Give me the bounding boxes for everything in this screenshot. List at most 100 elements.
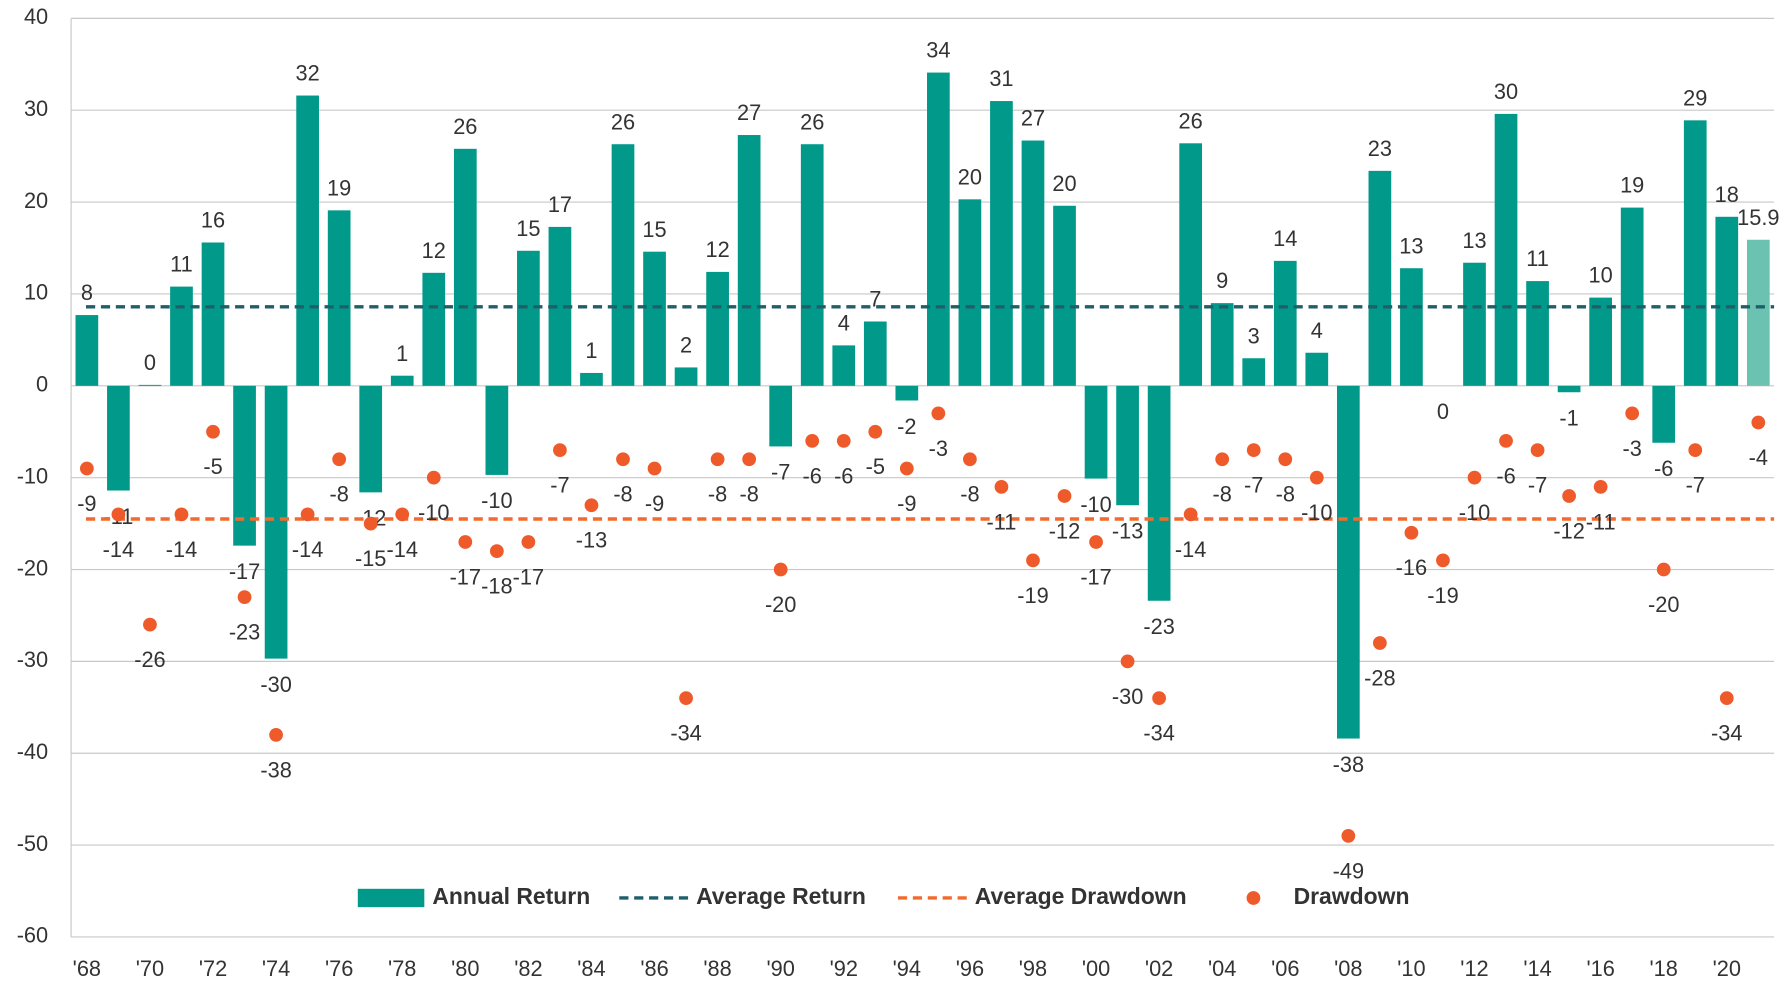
bar [958,199,982,386]
point-value-label: -17 [1080,564,1111,589]
bar-value-label: 13 [1462,228,1486,253]
bar [800,144,824,386]
drawdown-point [1373,636,1387,650]
bar-value-label: 12 [705,237,729,262]
bar [1084,385,1108,479]
bar [863,321,887,386]
point-value-label: -34 [670,721,701,746]
bar [201,242,225,386]
drawdown-point [647,461,662,476]
drawdown-point [553,443,567,457]
y-tick-label: -50 [17,831,48,856]
bar-value-label: 26 [453,114,477,139]
drawdown-point [1593,479,1608,494]
point-value-label: -28 [1364,665,1395,690]
bar-value-label: 16 [201,208,225,233]
bar [1620,207,1644,386]
x-tick-label: '82 [514,956,542,981]
drawdown-point [1089,535,1103,549]
x-tick-label: '68 [73,956,101,981]
bar [1746,239,1770,386]
bar [75,315,99,386]
y-tick-label: -10 [17,463,48,488]
point-value-label: -5 [866,454,885,479]
bar [327,210,351,386]
y-tick-label: 20 [24,188,48,213]
point-value-label: -7 [550,473,569,498]
drawdown-point [1278,452,1293,467]
drawdown-point [1467,470,1482,485]
point-value-label: -26 [134,647,165,672]
bar-value-label: 26 [800,109,824,134]
bar [453,148,477,386]
point-value-label: -4 [1749,445,1768,470]
drawdown-point [1499,434,1513,448]
bar-value-label: 15 [642,217,666,242]
drawdown-point [868,424,883,439]
drawdown-point [1656,562,1671,577]
point-value-label: -8 [1213,482,1232,507]
drawdown-point [489,544,504,559]
point-value-label: -13 [576,528,607,553]
bar-value-label: -2 [897,414,916,439]
point-value-label: -6 [803,463,822,488]
bar-value-label: 17 [548,192,572,217]
drawdown-point [237,590,252,604]
drawdown-point [1152,691,1167,706]
point-value-label: -9 [897,491,916,516]
point-value-label: -16 [1396,555,1427,580]
bar-value-label: 18 [1715,182,1739,207]
drawdown-point [395,507,410,522]
drawdown-point [206,424,220,439]
bar [737,135,761,386]
drawdown-point [1246,443,1261,457]
bar-value-label: -1 [1559,406,1578,431]
drawdown-point [773,562,788,577]
drawdown-point [1026,553,1040,568]
drawdown-point [742,452,757,467]
bar [485,385,509,475]
x-tick-label: '80 [451,956,479,981]
point-value-label: -14 [103,537,134,562]
bar [1715,216,1739,386]
point-value-label: -38 [260,757,291,782]
point-value-label: -9 [77,491,96,516]
point-value-label: -11 [987,509,1017,534]
drawdown-point [931,406,946,421]
bar [1400,268,1423,386]
drawdown-point [1309,470,1324,485]
bar [611,144,635,386]
x-tick-label: '06 [1271,956,1299,981]
point-value-label: -8 [739,482,758,507]
x-tick-label: '92 [830,956,858,981]
drawdown-point [79,461,94,476]
legend-label: Average Drawdown [975,883,1187,909]
bar [927,72,950,386]
x-tick-label: '86 [640,956,668,981]
bar [1242,358,1266,386]
bar-value-label: -23 [1143,614,1174,639]
point-value-label: -6 [834,463,853,488]
drawdown-point [899,461,914,476]
x-tick-label: '78 [388,956,416,981]
x-tick-label: '88 [703,956,731,981]
bar-value-label: 26 [611,109,635,134]
bar [1021,140,1045,386]
x-tick-label: '12 [1460,956,1488,981]
point-value-label: -8 [613,482,632,507]
bar [107,385,130,491]
bar-value-label: 15.9 [1737,205,1779,230]
bar [1305,352,1329,386]
bar-value-label: 12 [422,238,446,263]
bar-value-label: 1 [396,341,408,366]
bar-value-label: 8 [81,280,93,305]
drawdown-point [1719,691,1734,706]
bar [1116,385,1139,506]
point-value-label: -23 [229,620,260,645]
bar [1463,262,1486,386]
point-value-label: -14 [1175,537,1206,562]
bar [1589,297,1612,386]
drawdown-point [1120,654,1135,669]
bar-value-label: 20 [1052,171,1076,196]
